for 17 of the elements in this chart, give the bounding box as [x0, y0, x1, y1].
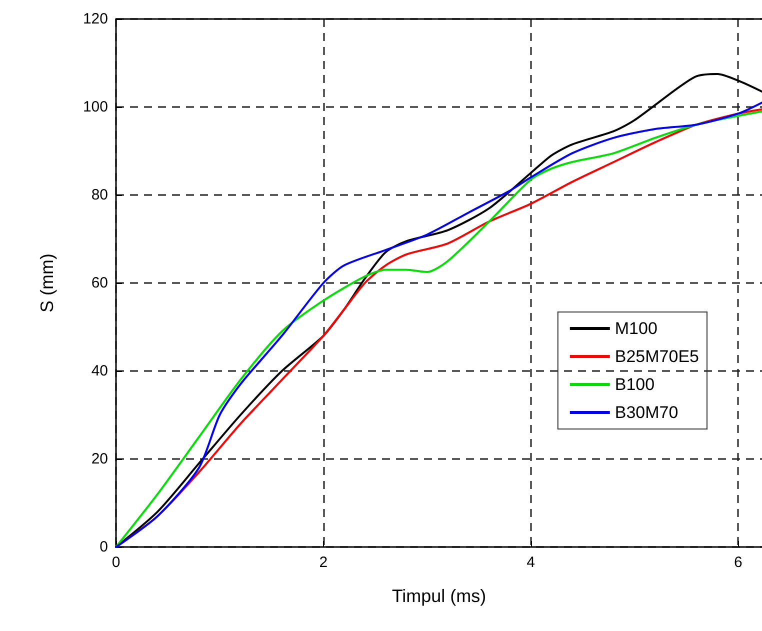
y-tick-label: 100 [82, 98, 108, 116]
y-tick-label: 120 [82, 10, 108, 28]
legend-label: B25M70E5 [614, 347, 700, 366]
x-tick-label: 2 [319, 554, 328, 571]
x-axis-title: Timpul (ms) [392, 586, 486, 606]
y-axis-title: S (mm) [37, 254, 57, 312]
y-tick-label: 80 [91, 186, 108, 204]
y-tick-label: 20 [91, 450, 108, 468]
x-tick-label: 6 [734, 554, 742, 571]
legend-label: B30M70 [614, 403, 678, 422]
x-tick-label: 0 [112, 554, 120, 571]
y-tick-label: 0 [100, 538, 108, 556]
y-tick-label: 60 [91, 274, 108, 292]
legend-label: M100 [614, 319, 658, 338]
y-tick-label: 40 [91, 362, 108, 380]
legend-label: B100 [614, 375, 655, 394]
x-tick-label: 4 [526, 554, 535, 571]
